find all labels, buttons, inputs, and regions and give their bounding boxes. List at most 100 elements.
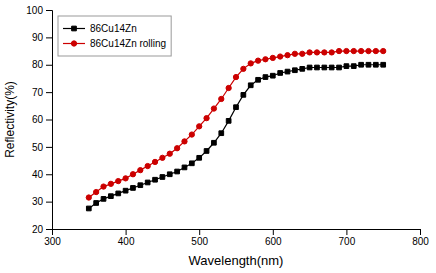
point-marker — [300, 67, 305, 72]
point-marker — [153, 177, 158, 182]
point-marker — [315, 65, 320, 70]
point-marker — [248, 83, 253, 88]
tick: 300 — [44, 229, 61, 247]
tick: 100 — [26, 5, 52, 16]
point-marker — [234, 105, 239, 110]
tick: 20 — [32, 224, 52, 235]
tick: 80 — [32, 59, 52, 70]
point-marker — [189, 161, 194, 166]
point-marker — [270, 73, 275, 78]
tick: 60 — [32, 114, 52, 125]
series-line — [89, 65, 383, 209]
point-marker — [373, 62, 378, 67]
point-marker — [278, 54, 283, 59]
point-marker — [174, 146, 179, 151]
point-marker — [270, 55, 275, 60]
point-marker — [226, 119, 231, 124]
point-marker — [366, 48, 371, 53]
point-marker — [337, 65, 342, 70]
point-marker — [241, 93, 246, 98]
tick-mark — [46, 202, 52, 203]
y-axis: 20 30 40 50 60 70 80 90 100 — [26, 5, 52, 235]
point-marker — [212, 140, 217, 145]
point-marker — [344, 64, 349, 69]
tick-label: 300 — [44, 236, 61, 247]
point-marker — [381, 48, 386, 53]
point-marker — [86, 206, 91, 211]
point-marker — [123, 176, 128, 181]
tick-mark — [46, 65, 52, 66]
point-marker — [219, 131, 224, 136]
point-marker — [101, 197, 106, 202]
point-marker — [226, 85, 231, 90]
point-marker — [197, 155, 202, 160]
series-line — [89, 51, 383, 197]
point-marker — [293, 68, 298, 73]
point-marker — [336, 48, 341, 53]
tick-mark — [273, 229, 274, 235]
tick-label: 50 — [32, 142, 44, 153]
tick-mark — [46, 147, 52, 148]
point-marker — [256, 77, 261, 82]
point-marker — [329, 50, 334, 55]
tick-label: 70 — [32, 87, 44, 98]
legend-marker — [71, 41, 76, 46]
point-marker — [359, 62, 364, 67]
point-marker — [175, 169, 180, 174]
tick-mark — [46, 174, 52, 175]
point-marker — [285, 69, 290, 74]
legend: 86Cu14Zn86Cu14Zn rolling — [58, 16, 171, 56]
point-marker — [116, 178, 121, 183]
point-marker — [101, 184, 106, 189]
tick-mark — [46, 229, 52, 230]
point-marker — [138, 183, 143, 188]
point-marker — [344, 48, 349, 53]
tick-label: 600 — [265, 236, 282, 247]
point-marker — [130, 172, 135, 177]
point-marker — [167, 172, 172, 177]
point-marker — [204, 149, 209, 154]
tick-label: 700 — [339, 236, 356, 247]
point-marker — [233, 74, 238, 79]
axis-line — [46, 11, 53, 230]
legend-marker — [72, 26, 77, 31]
tick: 700 — [339, 229, 356, 247]
x-axis-title: Wavelength(nm) — [189, 253, 284, 268]
axis-line — [53, 230, 421, 236]
legend-label: 86Cu14Zn rolling — [90, 38, 166, 49]
tick-label: 30 — [32, 196, 44, 207]
point-marker — [131, 186, 136, 191]
tick-label: 100 — [26, 5, 43, 16]
point-marker — [381, 62, 386, 67]
point-marker — [263, 75, 268, 80]
tick-label: 800 — [412, 236, 429, 247]
point-marker — [351, 64, 356, 69]
x-axis: 300 400 500 600 700 800 — [44, 229, 429, 247]
point-marker — [285, 53, 290, 58]
point-marker — [314, 50, 319, 55]
point-marker — [263, 57, 268, 62]
point-marker — [167, 151, 172, 156]
point-marker — [373, 48, 378, 53]
tick: 50 — [32, 142, 52, 153]
point-marker — [322, 50, 327, 55]
point-marker — [86, 195, 91, 200]
tick-mark — [126, 229, 127, 235]
point-marker — [204, 115, 209, 120]
tick: 70 — [32, 87, 52, 98]
tick: 500 — [191, 229, 208, 247]
tick-label: 500 — [191, 236, 208, 247]
tick: 90 — [32, 32, 52, 43]
point-marker — [152, 159, 157, 164]
tick-mark — [46, 10, 52, 11]
tick: 400 — [118, 229, 135, 247]
point-marker — [278, 71, 283, 76]
point-marker — [138, 167, 143, 172]
tick-label: 60 — [32, 114, 44, 125]
point-marker — [189, 132, 194, 137]
tick-label: 40 — [32, 169, 44, 180]
point-marker — [94, 201, 99, 206]
point-marker — [307, 65, 312, 70]
tick-mark — [46, 92, 52, 93]
point-marker — [197, 124, 202, 129]
